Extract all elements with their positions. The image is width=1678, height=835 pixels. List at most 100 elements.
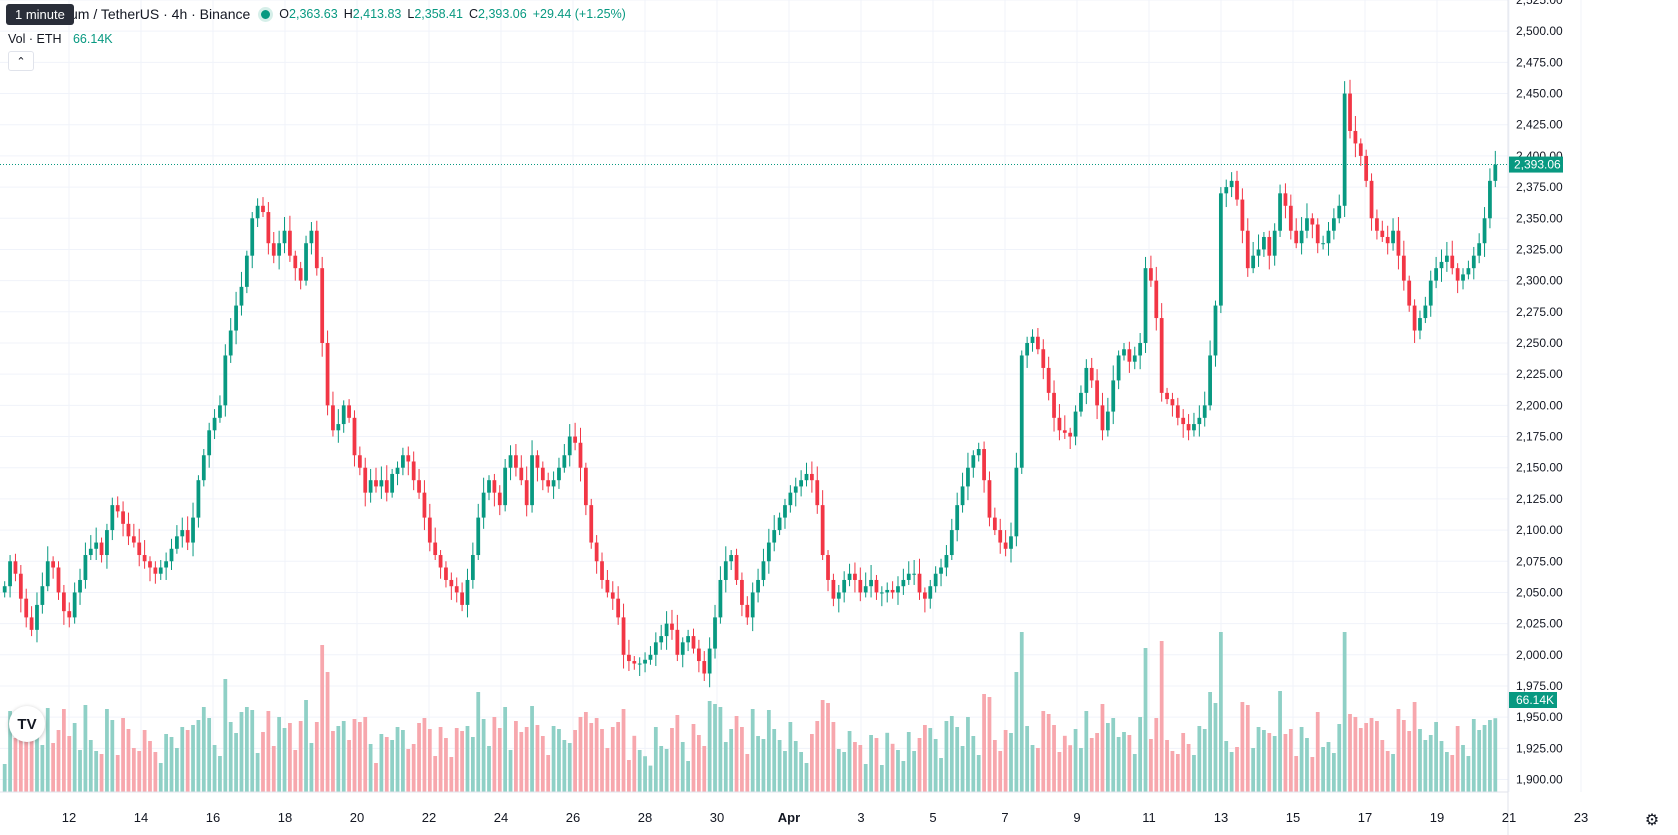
volume-bar bbox=[1466, 756, 1471, 792]
volume-bar bbox=[1493, 718, 1498, 792]
volume-bar bbox=[648, 765, 653, 792]
candle-body bbox=[530, 455, 534, 506]
candle-body bbox=[352, 417, 357, 456]
candle-body bbox=[309, 230, 314, 244]
candle-body bbox=[933, 573, 938, 587]
volume-value: 66.14K bbox=[72, 32, 113, 46]
candle-body bbox=[535, 455, 540, 468]
volume-bar bbox=[939, 758, 943, 792]
candle-body bbox=[551, 480, 556, 487]
volume-bar bbox=[1009, 733, 1013, 792]
candle-body bbox=[1288, 205, 1293, 231]
candle-body bbox=[1127, 349, 1132, 362]
market-status-icon bbox=[258, 6, 274, 22]
candle-body bbox=[105, 530, 109, 556]
volume-bar bbox=[1122, 732, 1126, 792]
candle-body bbox=[686, 636, 690, 643]
candle-body bbox=[411, 461, 416, 481]
candle-body bbox=[1466, 268, 1471, 275]
volume-legend[interactable]: Vol · ETH 66.14K bbox=[8, 32, 113, 46]
collapse-legend-button[interactable]: ⌃ bbox=[8, 51, 34, 71]
candle-body bbox=[627, 654, 631, 662]
candle-body bbox=[648, 654, 653, 660]
candle-body bbox=[1471, 255, 1476, 269]
candle-body bbox=[347, 405, 351, 418]
candle-body bbox=[223, 355, 228, 406]
time-axis[interactable]: 12 14 16 18 20 22 24 26 28 30 Apr 3 5 7 9 11 13 15 17 19 21 2… bbox=[0, 791, 1588, 825]
candle-body bbox=[820, 505, 825, 556]
candle-body bbox=[896, 586, 900, 593]
candle-body bbox=[923, 592, 927, 599]
y-tick-label: 2,050.00 bbox=[1516, 585, 1563, 599]
y-tick-label: 2,300.00 bbox=[1516, 274, 1563, 288]
candle-body bbox=[148, 561, 152, 568]
volume-bar bbox=[99, 754, 104, 792]
volume-bar bbox=[24, 712, 29, 792]
candle-body bbox=[949, 530, 954, 556]
candle-body bbox=[1089, 367, 1094, 381]
volume-bar bbox=[1127, 735, 1132, 792]
symbol-title[interactable]: um / TetherUS · 4h · Binance bbox=[70, 6, 251, 22]
candle-body bbox=[1079, 392, 1083, 412]
volume-bar bbox=[460, 731, 464, 792]
candle-body bbox=[960, 486, 965, 506]
x-tick-label: 20 bbox=[350, 810, 364, 825]
candle-body bbox=[1202, 405, 1207, 418]
symbol-legend[interactable]: um / TetherUS · 4h · Binance O2,363.63 H… bbox=[8, 6, 632, 22]
volume-bar bbox=[1375, 721, 1379, 792]
candle-body bbox=[266, 212, 271, 244]
volume-bar bbox=[244, 707, 249, 792]
volume-bar bbox=[627, 760, 631, 792]
candle-body bbox=[51, 561, 56, 568]
volume-bar bbox=[643, 756, 647, 792]
volume-bar bbox=[497, 728, 502, 792]
volume-bar bbox=[304, 700, 308, 792]
volume-bar bbox=[815, 721, 820, 792]
volume-bar bbox=[347, 740, 351, 792]
tradingview-logo-icon[interactable]: TV bbox=[9, 706, 45, 742]
gear-icon[interactable]: ⚙ bbox=[1644, 812, 1660, 829]
volume-bar bbox=[707, 701, 712, 792]
volume-bar bbox=[1057, 752, 1062, 792]
volume-bar bbox=[1439, 741, 1444, 792]
y-tick-label: 2,200.00 bbox=[1516, 398, 1563, 412]
candle-body bbox=[1240, 199, 1245, 231]
candle-body bbox=[1057, 417, 1062, 431]
candle-body bbox=[1003, 542, 1008, 549]
candle-body bbox=[325, 342, 330, 406]
candle-body bbox=[766, 542, 771, 562]
volume-bar bbox=[637, 750, 642, 792]
candle-body bbox=[1095, 380, 1099, 406]
volume-bar bbox=[1084, 711, 1089, 792]
candles bbox=[2, 79, 1498, 688]
volume-bar bbox=[869, 735, 873, 792]
candle-body bbox=[1229, 180, 1234, 188]
volume-bar bbox=[605, 748, 610, 792]
volume-bar bbox=[438, 727, 443, 792]
x-tick-label: 21 bbox=[1502, 810, 1516, 825]
y-tick-label: 2,250.00 bbox=[1516, 336, 1563, 350]
x-tick-label: 7 bbox=[1001, 810, 1008, 825]
volume-bar bbox=[1272, 736, 1277, 792]
candle-body bbox=[1138, 342, 1143, 356]
price-axis[interactable]: 1,900.00 1,925.00 1,950.00 1,975.00 2,000.00… bbox=[1507, 0, 1563, 835]
candle-body bbox=[540, 467, 545, 481]
volume-bar bbox=[756, 736, 760, 792]
volume-bar bbox=[804, 763, 809, 792]
volume-bar bbox=[729, 729, 734, 792]
candle-body bbox=[1170, 399, 1175, 406]
candle-body bbox=[67, 611, 72, 618]
volume-bar bbox=[1331, 753, 1336, 792]
candle-body bbox=[707, 648, 712, 674]
candle-body bbox=[955, 505, 960, 531]
candle-body bbox=[1272, 230, 1277, 256]
volume-bar bbox=[255, 753, 260, 792]
candle-body bbox=[1154, 280, 1159, 319]
candle-body bbox=[1262, 236, 1266, 250]
candle-body bbox=[406, 455, 411, 462]
candle-body bbox=[24, 598, 29, 618]
candle-body bbox=[8, 561, 12, 587]
candle-body bbox=[1407, 280, 1412, 306]
